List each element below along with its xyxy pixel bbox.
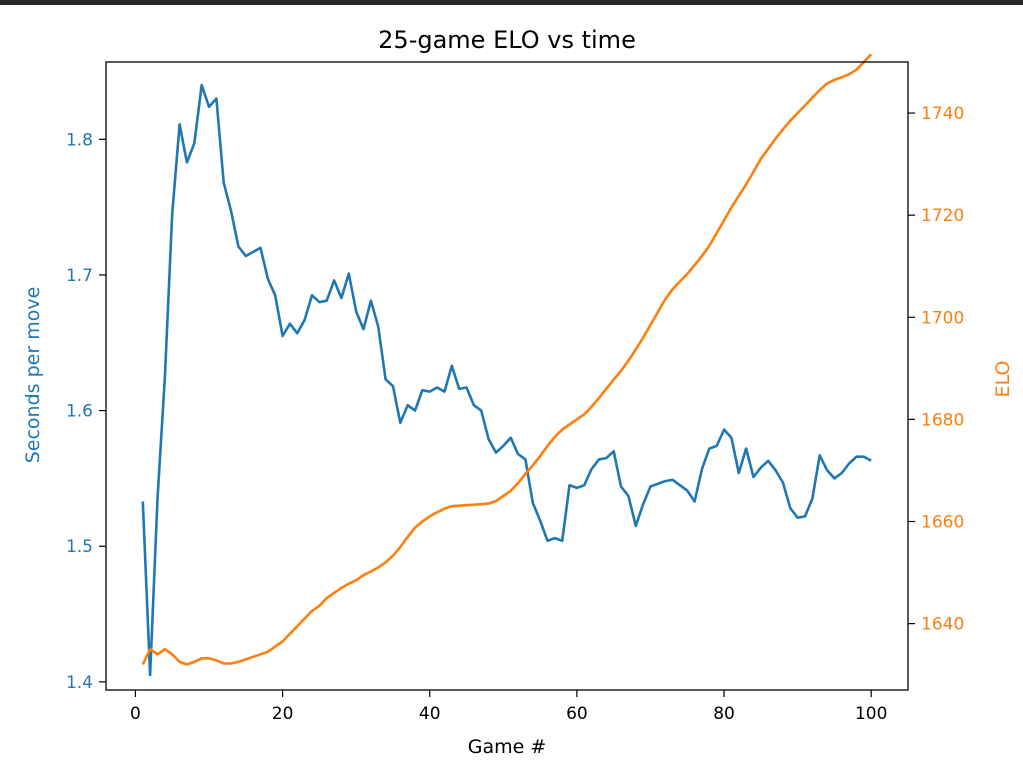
left-y-tick-label: 1.7 xyxy=(66,266,93,286)
seconds-per-move-line xyxy=(141,83,872,677)
x-tick-label: 80 xyxy=(713,704,735,724)
x-tick-label: 40 xyxy=(419,704,441,724)
right-y-tick-label: 1700 xyxy=(921,308,964,328)
left-y-tick-label: 1.4 xyxy=(66,673,93,693)
x-tick-label: 100 xyxy=(855,704,887,724)
right-y-tick-label: 1640 xyxy=(921,615,964,635)
plot-frame xyxy=(105,61,909,691)
right-y-tick-label: 1740 xyxy=(921,104,964,124)
window-top-bar xyxy=(0,0,1023,5)
axes-layer: 0 20 40 60 80 100 1.4 1.5 1.6 1.7 1.8 1640 1660 1680 1… xyxy=(66,61,964,724)
left-y-tick-label: 1.5 xyxy=(66,537,93,557)
left-y-tick-label: 1.8 xyxy=(66,130,93,150)
right-y-tick-label: 1680 xyxy=(921,410,964,430)
left-y-tick-label: 1.6 xyxy=(66,402,93,422)
x-axis-label: Game # xyxy=(468,736,547,758)
x-tick-label: 0 xyxy=(130,704,141,724)
right-y-axis-label: ELO xyxy=(992,361,1014,398)
x-tick-label: 20 xyxy=(272,704,294,724)
left-y-axis-label: Seconds per move xyxy=(22,287,44,464)
series-layer xyxy=(141,53,873,677)
right-y-tick-label: 1660 xyxy=(921,513,964,533)
elo-line xyxy=(141,53,873,666)
x-tick-label: 60 xyxy=(566,704,588,724)
right-y-tick-label: 1720 xyxy=(921,206,964,226)
chart-title: 25-game ELO vs time xyxy=(378,26,636,54)
